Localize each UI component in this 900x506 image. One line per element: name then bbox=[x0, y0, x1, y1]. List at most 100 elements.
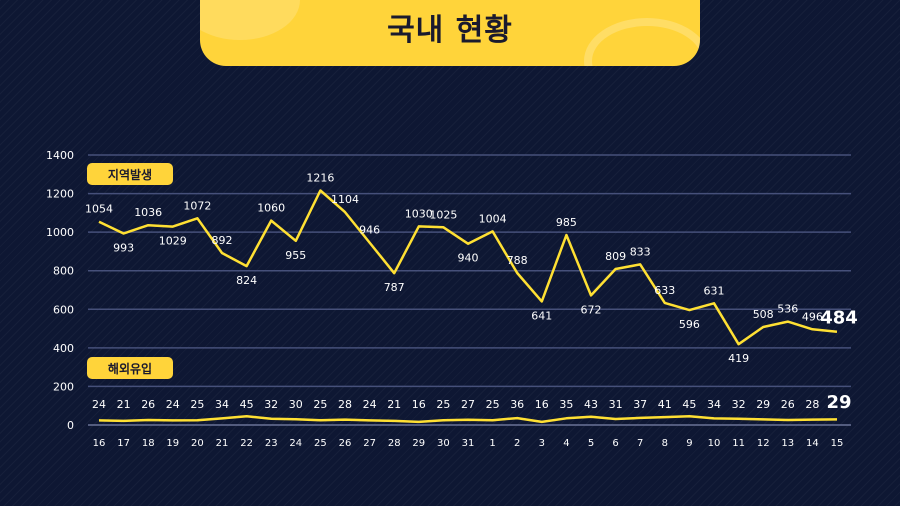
x-tick-label: 13 bbox=[781, 438, 794, 449]
data-label-domestic: 833 bbox=[630, 245, 651, 258]
x-tick-label: 22 bbox=[240, 438, 253, 449]
x-tick-label: 18 bbox=[142, 438, 155, 449]
x-tick-label: 6 bbox=[612, 438, 618, 449]
x-tick-label: 26 bbox=[339, 438, 352, 449]
x-tick-label: 27 bbox=[363, 438, 376, 449]
x-tick-label: 1 bbox=[489, 438, 495, 449]
data-label-domestic: 788 bbox=[507, 254, 528, 267]
x-tick-label: 11 bbox=[732, 438, 745, 449]
data-label-overseas: 25 bbox=[313, 398, 327, 411]
x-tick-label: 31 bbox=[462, 438, 475, 449]
data-label-domestic: 1060 bbox=[257, 202, 285, 215]
data-label-domestic: 946 bbox=[359, 224, 380, 237]
x-tick-label: 20 bbox=[191, 438, 204, 449]
data-label-overseas: 32 bbox=[264, 398, 278, 411]
data-label-domestic: 419 bbox=[728, 352, 749, 365]
data-label-overseas: 43 bbox=[584, 398, 598, 411]
data-label-overseas: 27 bbox=[461, 398, 475, 411]
data-label-overseas: 21 bbox=[117, 398, 131, 411]
data-label-overseas: 24 bbox=[363, 398, 377, 411]
data-label-overseas: 29 bbox=[756, 398, 770, 411]
data-label-domestic: 596 bbox=[679, 318, 700, 331]
data-label-overseas: 25 bbox=[436, 398, 450, 411]
data-label-overseas: 21 bbox=[387, 398, 401, 411]
x-tick-label: 3 bbox=[539, 438, 545, 449]
data-label-domestic: 892 bbox=[212, 234, 233, 247]
y-tick-label: 1400 bbox=[46, 149, 74, 162]
x-tick-label: 5 bbox=[588, 438, 594, 449]
data-label-domestic: 672 bbox=[581, 303, 602, 316]
data-label-domestic: 985 bbox=[556, 216, 577, 229]
title-banner: 국내 현황 bbox=[200, 0, 700, 66]
data-label-domestic: 508 bbox=[753, 308, 774, 321]
x-tick-label: 15 bbox=[831, 438, 844, 449]
data-label-overseas: 24 bbox=[166, 398, 180, 411]
data-label-overseas: 36 bbox=[510, 398, 524, 411]
data-label-overseas: 29 bbox=[826, 392, 851, 413]
data-label-domestic: 1030 bbox=[405, 207, 433, 220]
x-tick-label: 4 bbox=[563, 438, 569, 449]
legend-label: 지역발생 bbox=[108, 167, 152, 182]
x-tick-label: 24 bbox=[289, 438, 302, 449]
data-label-overseas: 28 bbox=[805, 398, 819, 411]
x-tick-label: 14 bbox=[806, 438, 819, 449]
y-tick-label: 200 bbox=[53, 380, 74, 393]
x-tick-label: 21 bbox=[216, 438, 229, 449]
data-label-overseas: 41 bbox=[658, 398, 672, 411]
data-label-domestic: 484 bbox=[820, 308, 858, 329]
data-label-overseas: 24 bbox=[92, 398, 106, 411]
data-label-overseas: 16 bbox=[412, 398, 426, 411]
data-label-domestic: 1004 bbox=[479, 212, 507, 225]
x-tick-label: 30 bbox=[437, 438, 450, 449]
data-label-domestic: 536 bbox=[777, 303, 798, 316]
x-tick-label: 7 bbox=[637, 438, 643, 449]
legend-badge bbox=[87, 163, 173, 185]
data-label-domestic: 955 bbox=[285, 249, 306, 262]
x-tick-label: 25 bbox=[314, 438, 327, 449]
data-label-domestic: 641 bbox=[531, 309, 552, 322]
data-label-overseas: 26 bbox=[781, 398, 795, 411]
x-tick-label: 2 bbox=[514, 438, 520, 449]
x-tick-label: 28 bbox=[388, 438, 401, 449]
x-tick-label: 23 bbox=[265, 438, 278, 449]
data-label-overseas: 30 bbox=[289, 398, 303, 411]
data-label-domestic: 633 bbox=[654, 284, 675, 297]
data-label-domestic: 1054 bbox=[85, 203, 113, 216]
data-label-overseas: 34 bbox=[215, 398, 229, 411]
y-tick-label: 600 bbox=[53, 303, 74, 316]
data-label-domestic: 1104 bbox=[331, 193, 359, 206]
data-label-domestic: 1072 bbox=[183, 199, 211, 212]
y-tick-label: 400 bbox=[53, 342, 74, 355]
x-tick-label: 12 bbox=[757, 438, 770, 449]
x-tick-label: 10 bbox=[708, 438, 721, 449]
data-label-domestic: 1025 bbox=[429, 208, 457, 221]
data-label-domestic: 496 bbox=[802, 310, 823, 323]
x-tick-label: 8 bbox=[662, 438, 668, 449]
y-tick-label: 0 bbox=[67, 419, 74, 432]
data-label-overseas: 37 bbox=[633, 398, 647, 411]
data-label-overseas: 25 bbox=[486, 398, 500, 411]
data-label-domestic: 824 bbox=[236, 274, 257, 287]
data-label-domestic: 631 bbox=[704, 284, 725, 297]
data-label-domestic: 787 bbox=[384, 281, 405, 294]
y-tick-label: 1000 bbox=[46, 226, 74, 239]
x-tick-label: 9 bbox=[686, 438, 692, 449]
x-tick-label: 16 bbox=[93, 438, 106, 449]
data-label-overseas: 28 bbox=[338, 398, 352, 411]
x-tick-label: 29 bbox=[412, 438, 425, 449]
data-label-overseas: 31 bbox=[609, 398, 623, 411]
data-label-domestic: 1029 bbox=[159, 235, 187, 248]
data-label-domestic: 1036 bbox=[134, 206, 162, 219]
data-label-overseas: 25 bbox=[190, 398, 204, 411]
legend-badge bbox=[87, 357, 173, 379]
data-label-overseas: 34 bbox=[707, 398, 721, 411]
series-line-overseas bbox=[98, 415, 838, 424]
x-tick-label: 19 bbox=[166, 438, 179, 449]
y-tick-label: 1200 bbox=[46, 188, 74, 201]
legend-label: 해외유입 bbox=[108, 361, 152, 376]
data-label-domestic: 993 bbox=[113, 241, 134, 254]
data-label-overseas: 26 bbox=[141, 398, 155, 411]
data-label-overseas: 45 bbox=[240, 398, 254, 411]
series-line-domestic bbox=[98, 189, 838, 346]
